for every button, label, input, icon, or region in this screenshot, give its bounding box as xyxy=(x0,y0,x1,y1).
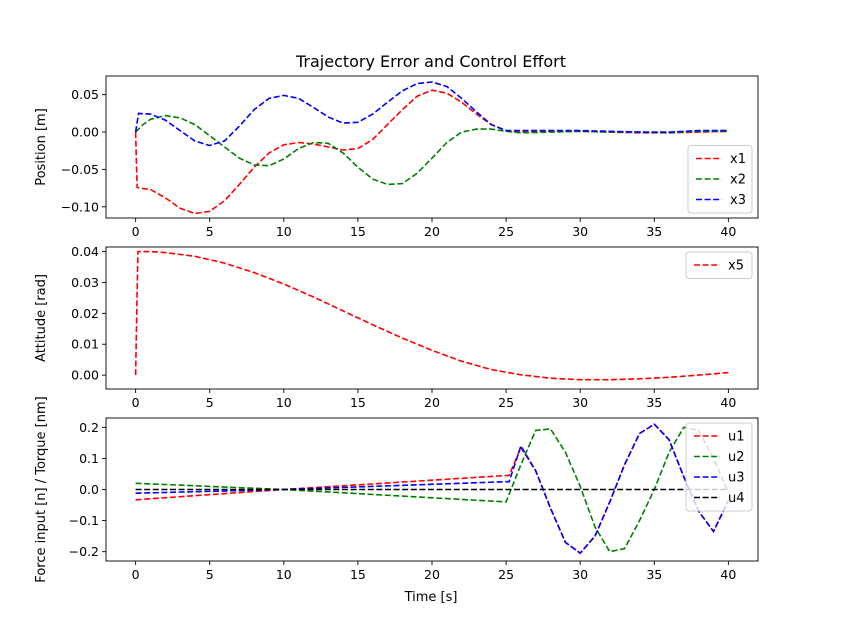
y-tick-label: 0.2 xyxy=(79,420,99,435)
x-tick-label: 15 xyxy=(350,224,366,239)
y-tick-label: −0.2 xyxy=(69,544,99,559)
position-panel: 0 5 10 15 20 25 30 35 40 0.05 0.00 −0.05 −0.10 Positi… xyxy=(34,75,759,239)
x-tick-label: 30 xyxy=(572,224,588,239)
x-tick-label: 35 xyxy=(646,567,662,582)
x-tick-label: 20 xyxy=(424,567,440,582)
x-tick-label: 40 xyxy=(720,395,736,410)
y-tick-label: 0.04 xyxy=(71,244,99,259)
legend-box xyxy=(685,251,753,279)
y-tick-label: 0.00 xyxy=(71,368,99,383)
series-line-u3 xyxy=(135,423,730,555)
y-tick-label: 0.02 xyxy=(71,306,99,321)
legend: x5 xyxy=(685,251,753,279)
x-tick-label: 40 xyxy=(720,567,736,582)
x-tick-label: 15 xyxy=(350,567,366,582)
axes-frame xyxy=(105,246,759,390)
attitude-panel: 0 5 10 15 20 25 30 35 40 0.04 0.03 0.02 0.01 0.00 Atti… xyxy=(34,244,759,410)
legend-label-x3: x3 xyxy=(730,193,746,208)
x-tick-label: 15 xyxy=(350,395,366,410)
legend-label-u2: u2 xyxy=(728,450,745,465)
y-axis-label: Attitude [rad] xyxy=(34,274,49,362)
x-tick-label: 0 xyxy=(132,224,140,239)
x-tick-label: 5 xyxy=(206,395,214,410)
x-tick-label: 10 xyxy=(276,224,292,239)
y-tick-label: 0.05 xyxy=(71,87,99,102)
y-axis-label: Position [m] xyxy=(34,108,49,186)
x-tick-label: 10 xyxy=(276,395,292,410)
y-tick-label: −0.10 xyxy=(61,199,99,214)
legend-label-x2: x2 xyxy=(730,173,746,188)
legend-label-u3: u3 xyxy=(728,471,745,486)
y-axis-label: Force input [n] / Torque [nm] xyxy=(34,396,49,582)
x-tick-label: 0 xyxy=(132,567,140,582)
series-line-x5 xyxy=(134,250,729,381)
legend: x1 x2 x3 xyxy=(687,145,753,214)
x-tick-label: 35 xyxy=(646,224,662,239)
x-tick-label: 20 xyxy=(424,395,440,410)
x-tick-label: 5 xyxy=(206,224,214,239)
x-tick-label: 30 xyxy=(572,395,588,410)
control-panel: 0 5 10 15 20 25 30 35 40 0.2 0.1 0.0 −0.1 −0.2 Force i… xyxy=(34,396,759,583)
x-tick-label: 40 xyxy=(720,224,736,239)
x-tick-label: 35 xyxy=(646,395,662,410)
chart-title: Trajectory Error and Control Effort xyxy=(295,52,566,71)
y-tick-label: −0.05 xyxy=(61,162,99,177)
legend-box xyxy=(685,422,753,512)
x-tick-label: 20 xyxy=(424,224,440,239)
x-tick-label: 25 xyxy=(498,224,514,239)
legend: u1 u2 u3 u4 xyxy=(685,422,753,512)
y-tick-label: 0.01 xyxy=(71,337,99,352)
y-tick-label: 0.0 xyxy=(79,482,99,497)
x-tick-label: 25 xyxy=(498,567,514,582)
axes-frame xyxy=(105,75,759,219)
y-tick-label: −0.1 xyxy=(69,513,99,528)
series-line-x3 xyxy=(134,81,729,147)
series-line-x1 xyxy=(134,89,729,215)
legend-label-u1: u1 xyxy=(728,430,745,445)
y-tick-label: 0.03 xyxy=(71,275,99,290)
x-tick-label: 5 xyxy=(206,567,214,582)
x-tick-label: 0 xyxy=(132,395,140,410)
series-line-x2 xyxy=(135,114,729,186)
legend-label-x1: x1 xyxy=(730,152,746,167)
x-axis-label: Time [s] xyxy=(404,590,458,605)
x-tick-label: 25 xyxy=(498,395,514,410)
y-tick-label: 0.1 xyxy=(79,451,99,466)
x-tick-label: 30 xyxy=(572,567,588,582)
legend-label-u4: u4 xyxy=(728,491,745,506)
x-tick-label: 10 xyxy=(276,567,292,582)
y-tick-label: 0.00 xyxy=(71,125,99,140)
legend-label-x5: x5 xyxy=(728,259,744,274)
legend-box xyxy=(687,145,753,214)
